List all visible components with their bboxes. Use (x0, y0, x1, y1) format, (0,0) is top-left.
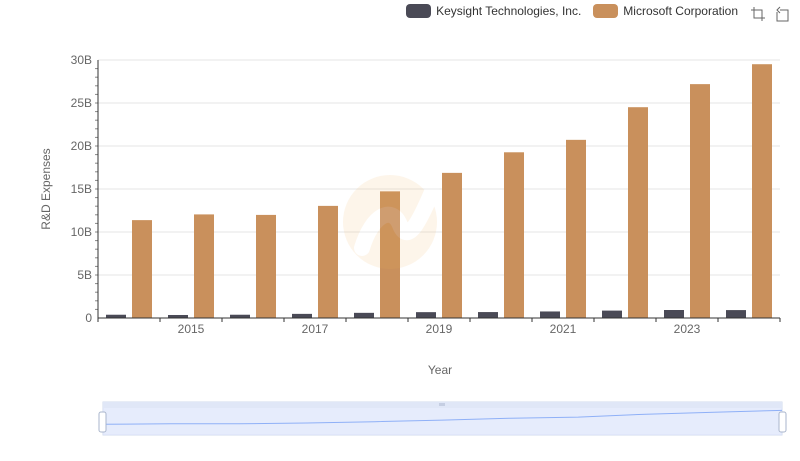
bar-microsoft-2015[interactable] (194, 214, 214, 318)
y-axis: 0 5B 10B 15B 20B 25B 30B (71, 53, 99, 325)
legend-swatch-microsoft (593, 4, 619, 18)
bar-microsoft-2016[interactable] (256, 214, 276, 318)
legend-item-microsoft[interactable]: Microsoft Corporation (593, 4, 738, 18)
y-tick-label: 0 (85, 311, 92, 325)
bar-keysight-2022[interactable] (602, 310, 622, 318)
x-tick-label: 2019 (426, 322, 453, 336)
legend-swatch-keysight (406, 4, 432, 18)
y-tick-label: 15B (71, 182, 92, 196)
legend-item-keysight[interactable]: Keysight Technologies, Inc. (406, 4, 581, 18)
bars (106, 64, 772, 319)
legend: Keysight Technologies, Inc. Microsoft Co… (406, 4, 738, 18)
bar-keysight-2014[interactable] (106, 314, 126, 318)
bar-microsoft-2022[interactable] (628, 107, 648, 318)
data-zoom-grip-icon[interactable] (439, 403, 445, 406)
x-axis-label: Year (428, 363, 452, 377)
restore-icon[interactable] (774, 6, 790, 22)
bar-keysight-2021[interactable] (540, 311, 560, 318)
x-tick-label: 2021 (550, 322, 577, 336)
y-tick-label: 10B (71, 225, 92, 239)
y-tick-label: 25B (71, 96, 92, 110)
data-zoom-slider[interactable] (98, 401, 787, 436)
watermark-logo (343, 175, 440, 269)
bar-keysight-2019[interactable] (416, 312, 436, 318)
x-tick-label: 2015 (178, 322, 205, 336)
y-axis-label: R&D Expenses (39, 148, 53, 229)
bar-keysight-2016[interactable] (230, 314, 250, 318)
data-zoom-selected-range[interactable] (103, 408, 782, 435)
x-tick-label: 2017 (302, 322, 329, 336)
legend-label-keysight: Keysight Technologies, Inc. (436, 4, 582, 18)
bar-keysight-2023[interactable] (664, 310, 684, 318)
bar-microsoft-2019[interactable] (442, 172, 462, 318)
data-zoom-handle-right[interactable] (778, 411, 787, 433)
bar-keysight-2024[interactable] (726, 310, 746, 318)
data-zoom-preview-line (102, 409, 783, 425)
bar-keysight-2020[interactable] (478, 312, 498, 318)
legend-label-microsoft: Microsoft Corporation (623, 4, 738, 18)
bar-microsoft-2014[interactable] (132, 220, 152, 318)
x-tick-label: 2023 (674, 322, 701, 336)
bar-microsoft-2017[interactable] (318, 205, 338, 318)
y-tick-label: 30B (71, 53, 92, 67)
bar-microsoft-2023[interactable] (690, 84, 710, 318)
data-zoom-handle-left[interactable] (98, 411, 107, 433)
bar-microsoft-2024[interactable] (752, 64, 772, 319)
y-tick-label: 5B (77, 268, 92, 282)
bar-microsoft-2018[interactable] (380, 191, 400, 318)
grid (98, 59, 780, 276)
bar-keysight-2017[interactable] (292, 313, 312, 318)
bar-microsoft-2021[interactable] (566, 139, 586, 318)
bar-keysight-2018[interactable] (354, 312, 374, 318)
x-axis: 2015 2017 2019 2021 2023 (97, 317, 781, 336)
y-tick-label: 20B (71, 139, 92, 153)
zoom-icon[interactable] (750, 6, 766, 22)
toolbox (750, 6, 790, 22)
bar-keysight-2015[interactable] (168, 314, 188, 318)
bar-microsoft-2020[interactable] (504, 152, 524, 318)
